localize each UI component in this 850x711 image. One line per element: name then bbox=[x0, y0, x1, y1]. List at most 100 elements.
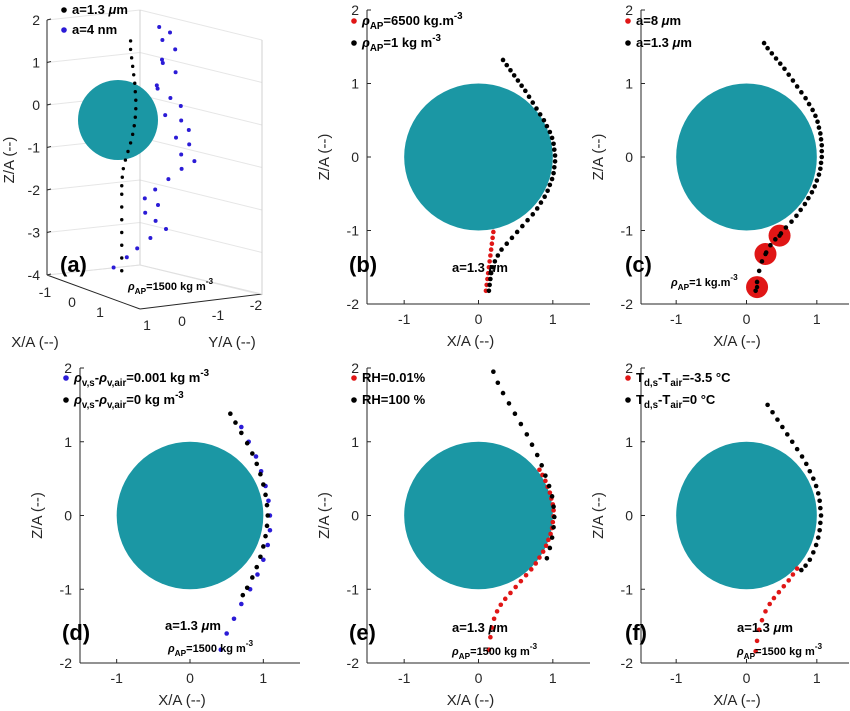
y-tick-label: -2 bbox=[347, 296, 360, 312]
data-point bbox=[547, 490, 553, 495]
data-point bbox=[160, 38, 165, 43]
panel-label: (e) bbox=[349, 620, 376, 645]
data-point bbox=[250, 575, 255, 580]
data-point bbox=[487, 282, 492, 288]
data-point bbox=[179, 118, 184, 123]
data-point bbox=[794, 446, 800, 452]
data-point bbox=[545, 188, 550, 194]
z-axis-label: Z/A (--) bbox=[1, 137, 18, 184]
data-point bbox=[120, 256, 124, 260]
data-point bbox=[537, 467, 542, 473]
data-point bbox=[488, 270, 494, 276]
z-tick-label: 2 bbox=[32, 12, 40, 28]
data-point bbox=[492, 259, 498, 264]
data-point bbox=[253, 454, 259, 459]
grid-line bbox=[139, 9, 263, 41]
x-tick-label: -1 bbox=[398, 670, 411, 686]
x-axis-label: X/A (--) bbox=[713, 333, 761, 350]
data-point bbox=[815, 491, 821, 496]
data-point bbox=[546, 537, 551, 543]
data-point bbox=[549, 535, 555, 540]
x-axis-label: X/A (--) bbox=[11, 334, 59, 351]
legend-marker bbox=[61, 27, 67, 33]
data-point bbox=[540, 549, 546, 554]
y-tick-label: 1 bbox=[351, 76, 359, 92]
grid-line bbox=[46, 9, 141, 21]
data-point bbox=[753, 288, 758, 294]
data-point bbox=[533, 561, 539, 566]
data-point bbox=[233, 420, 238, 425]
data-point bbox=[778, 231, 784, 236]
data-point bbox=[817, 498, 822, 504]
data-point bbox=[819, 142, 825, 148]
data-point bbox=[552, 164, 557, 170]
data-point bbox=[124, 255, 129, 260]
y-axis-label: Y/A (--) bbox=[208, 334, 256, 351]
legend-label: a=4 nm bbox=[72, 22, 117, 37]
data-point bbox=[120, 175, 124, 179]
data-point bbox=[518, 421, 524, 427]
data-point bbox=[550, 519, 556, 525]
legend-label: a=1.3 μm bbox=[72, 2, 128, 17]
data-point bbox=[261, 544, 266, 549]
data-point bbox=[551, 525, 556, 530]
annotation: ρAP=1500 kg m-3 bbox=[167, 639, 254, 658]
data-point bbox=[244, 585, 250, 591]
x-tick-label: 1 bbox=[813, 670, 821, 686]
data-point bbox=[552, 514, 557, 520]
data-point bbox=[780, 424, 785, 430]
data-point bbox=[523, 572, 529, 578]
data-point bbox=[258, 471, 263, 477]
data-point bbox=[263, 533, 268, 539]
y-axis-label: Z/A (--) bbox=[316, 492, 333, 539]
data-point bbox=[769, 51, 775, 56]
data-point bbox=[250, 451, 255, 456]
x-tick-label: -1 bbox=[670, 670, 683, 686]
data-point bbox=[500, 57, 506, 63]
data-point bbox=[179, 166, 184, 171]
panel-label: (f) bbox=[625, 620, 647, 645]
legend-marker bbox=[351, 397, 357, 403]
data-point bbox=[551, 141, 556, 147]
data-point bbox=[818, 166, 823, 172]
data-point bbox=[770, 409, 775, 415]
panel-c: -2 -1 0 1 2 -1 0 1 X/A (--) Z/A (--) a=8 μm a=1.3 μ… bbox=[590, 2, 849, 350]
z-tick-mark bbox=[46, 188, 52, 191]
data-point bbox=[157, 25, 162, 30]
data-point bbox=[231, 616, 237, 622]
data-point bbox=[258, 554, 263, 560]
data-point bbox=[267, 527, 273, 533]
panel-d: -2 -1 0 1 2 -1 0 1 X/A (--) Z/A (--) ρv,s-ρv,air=0… bbox=[29, 360, 300, 709]
data-point bbox=[518, 578, 524, 584]
data-point bbox=[815, 119, 820, 125]
sphere bbox=[676, 83, 817, 231]
data-point bbox=[486, 264, 492, 270]
legend-marker bbox=[625, 397, 631, 403]
legend-label: RH=100 % bbox=[362, 392, 426, 407]
data-point bbox=[524, 432, 530, 437]
data-point bbox=[261, 557, 266, 563]
data-point bbox=[261, 482, 266, 487]
data-point bbox=[546, 483, 552, 489]
legend-label: ρAP=1 kg m-3 bbox=[361, 33, 441, 54]
annotation: ρAP=1500 kg m-3 bbox=[736, 642, 823, 661]
data-point bbox=[816, 125, 822, 130]
y-axis-label: Z/A (--) bbox=[590, 134, 607, 181]
y-tick-label: 2 bbox=[351, 2, 359, 18]
data-point bbox=[163, 113, 168, 118]
data-point bbox=[763, 609, 768, 614]
legend-label: ρv,s-ρv,air=0.001 kg m-3 bbox=[73, 368, 210, 389]
sphere bbox=[404, 83, 553, 231]
data-point bbox=[130, 64, 135, 69]
data-point bbox=[794, 84, 800, 89]
grid-line bbox=[139, 94, 263, 126]
data-point bbox=[519, 83, 524, 89]
data-point bbox=[168, 95, 173, 100]
grid-line bbox=[46, 179, 141, 191]
data-point bbox=[551, 508, 556, 513]
data-point bbox=[544, 123, 550, 129]
data-point bbox=[132, 124, 136, 128]
x-tick-label: 1 bbox=[549, 670, 557, 686]
data-point bbox=[265, 542, 271, 548]
